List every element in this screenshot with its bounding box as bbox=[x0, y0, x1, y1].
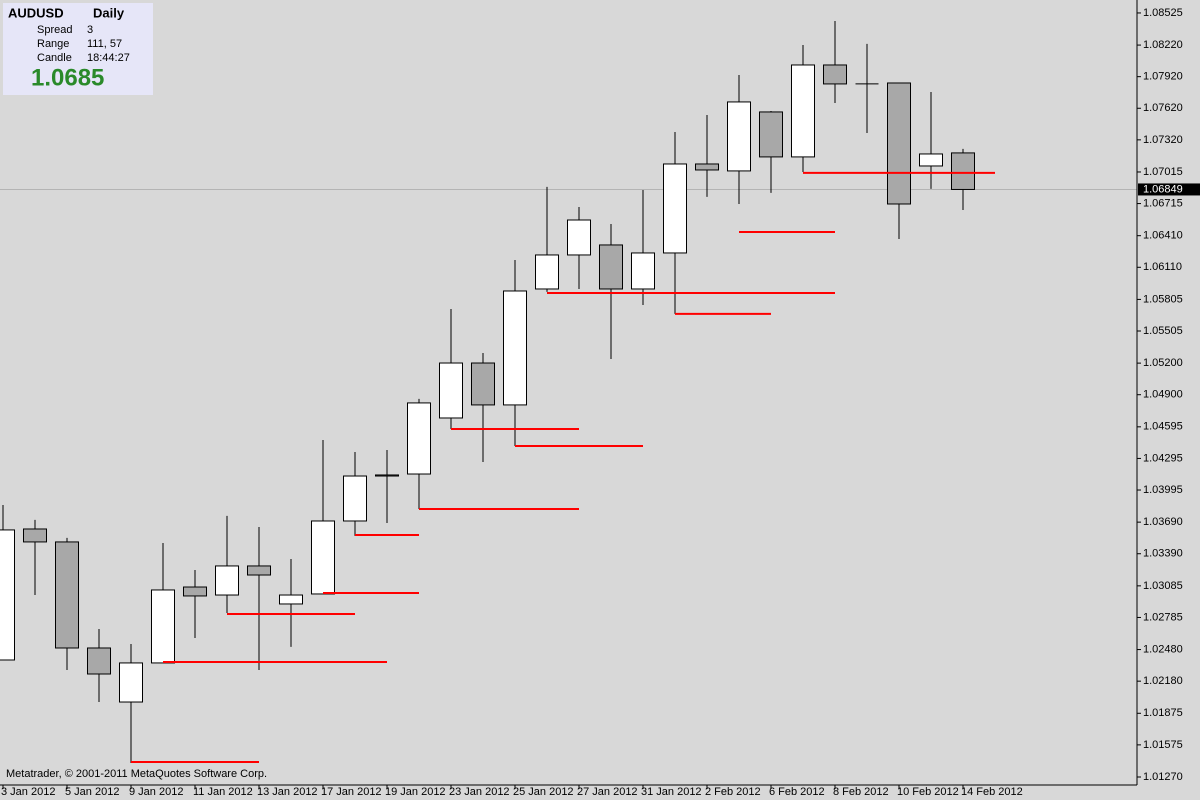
y-tick-label: 1.08220 bbox=[1143, 39, 1183, 51]
y-tick-label: 1.03085 bbox=[1143, 580, 1183, 592]
candle-body bbox=[311, 520, 335, 595]
y-tick-label: 1.03995 bbox=[1143, 484, 1183, 496]
candle-body bbox=[407, 402, 431, 475]
spread: 3 bbox=[87, 24, 93, 36]
candle-body bbox=[759, 111, 783, 158]
candle-body bbox=[87, 647, 111, 675]
copyright: Metatrader, © 2001-2011 MetaQuotes Softw… bbox=[6, 768, 267, 780]
plot-area bbox=[0, 20, 1137, 764]
y-tick-label: 1.06410 bbox=[1143, 230, 1183, 242]
y-tick-label: 1.07015 bbox=[1143, 166, 1183, 178]
candle-body bbox=[439, 362, 463, 419]
x-tick-label: 6 Feb 2012 bbox=[769, 786, 825, 798]
candle-body bbox=[727, 101, 751, 172]
symbol: AUDUSD bbox=[8, 5, 64, 20]
x-tick-label: 27 Jan 2012 bbox=[577, 786, 638, 798]
candle-body bbox=[55, 541, 79, 649]
candle-body bbox=[215, 565, 239, 596]
y-tick-label: 1.07620 bbox=[1143, 102, 1183, 114]
x-tick-label: 8 Feb 2012 bbox=[833, 786, 889, 798]
info-panel bbox=[3, 3, 153, 95]
y-tick-label: 1.03690 bbox=[1143, 516, 1183, 528]
timeframe: Daily bbox=[93, 5, 125, 20]
candle-body bbox=[183, 586, 207, 597]
y-tick-label: 1.01270 bbox=[1143, 771, 1183, 783]
candle-body bbox=[695, 163, 719, 171]
candle-body bbox=[503, 290, 527, 406]
candle-label: Candle bbox=[37, 52, 72, 64]
candle-body bbox=[791, 64, 815, 158]
candle-body bbox=[279, 594, 303, 605]
y-tick-label: 1.01575 bbox=[1143, 739, 1183, 751]
x-tick-label: 9 Jan 2012 bbox=[129, 786, 183, 798]
candle-body bbox=[119, 662, 143, 703]
x-tick-label: 25 Jan 2012 bbox=[513, 786, 574, 798]
candle-body bbox=[343, 475, 367, 522]
y-tick-label: 1.06715 bbox=[1143, 197, 1183, 209]
candle-body bbox=[535, 254, 559, 290]
current-price-box bbox=[1138, 183, 1200, 196]
candle-body bbox=[919, 153, 943, 167]
x-tick-label: 17 Jan 2012 bbox=[321, 786, 382, 798]
y-tick-label: 1.08525 bbox=[1143, 7, 1183, 19]
candle-body bbox=[887, 82, 911, 205]
x-tick-label: 31 Jan 2012 bbox=[641, 786, 702, 798]
candle-body bbox=[23, 528, 47, 543]
x-tick-label: 13 Jan 2012 bbox=[257, 786, 318, 798]
candle-body bbox=[0, 529, 15, 661]
candle-body bbox=[567, 219, 591, 256]
y-tick-label: 1.04595 bbox=[1143, 421, 1183, 433]
candle-body bbox=[151, 589, 175, 664]
candle-body bbox=[599, 244, 623, 290]
x-tick-label: 23 Jan 2012 bbox=[449, 786, 510, 798]
x-tick-label: 10 Feb 2012 bbox=[897, 786, 959, 798]
range-label: Range bbox=[37, 38, 69, 50]
candle-body bbox=[247, 565, 271, 576]
candle-body bbox=[631, 252, 655, 290]
x-tick-label: 19 Jan 2012 bbox=[385, 786, 446, 798]
y-tick-label: 1.05505 bbox=[1143, 325, 1183, 337]
candle-body bbox=[471, 362, 495, 406]
spread-label: Spread bbox=[37, 24, 72, 36]
candle-body bbox=[663, 163, 687, 254]
y-tick-label: 1.07320 bbox=[1143, 134, 1183, 146]
current-price-label: 1.06849 bbox=[1143, 183, 1183, 195]
y-tick-label: 1.02785 bbox=[1143, 611, 1183, 623]
candle-body bbox=[375, 474, 399, 477]
range: 111, 57 bbox=[87, 38, 122, 50]
candle-time: 18:44:27 bbox=[87, 52, 130, 64]
candle-body bbox=[823, 64, 847, 85]
y-tick-label: 1.04295 bbox=[1143, 452, 1183, 464]
y-tick-label: 1.02180 bbox=[1143, 675, 1183, 687]
y-tick-label: 1.04900 bbox=[1143, 389, 1183, 401]
y-tick-label: 1.07920 bbox=[1143, 71, 1183, 83]
y-tick-label: 1.06110 bbox=[1143, 261, 1182, 273]
y-tick-label: 1.05200 bbox=[1143, 357, 1183, 369]
x-tick-label: 14 Feb 2012 bbox=[961, 786, 1023, 798]
x-tick-label: 11 Jan 2012 bbox=[193, 786, 253, 798]
y-tick-label: 1.03390 bbox=[1143, 548, 1183, 560]
y-tick-label: 1.02480 bbox=[1143, 643, 1183, 655]
candle-body bbox=[951, 152, 975, 190]
y-tick-label: 1.05805 bbox=[1143, 293, 1183, 305]
y-tick-label: 1.01875 bbox=[1143, 707, 1183, 719]
x-tick-label: 2 Feb 2012 bbox=[705, 786, 761, 798]
x-tick-label: 3 Jan 2012 bbox=[1, 786, 55, 798]
x-tick-label: 5 Jan 2012 bbox=[65, 786, 119, 798]
bid-price: 1.0685 bbox=[31, 64, 104, 91]
